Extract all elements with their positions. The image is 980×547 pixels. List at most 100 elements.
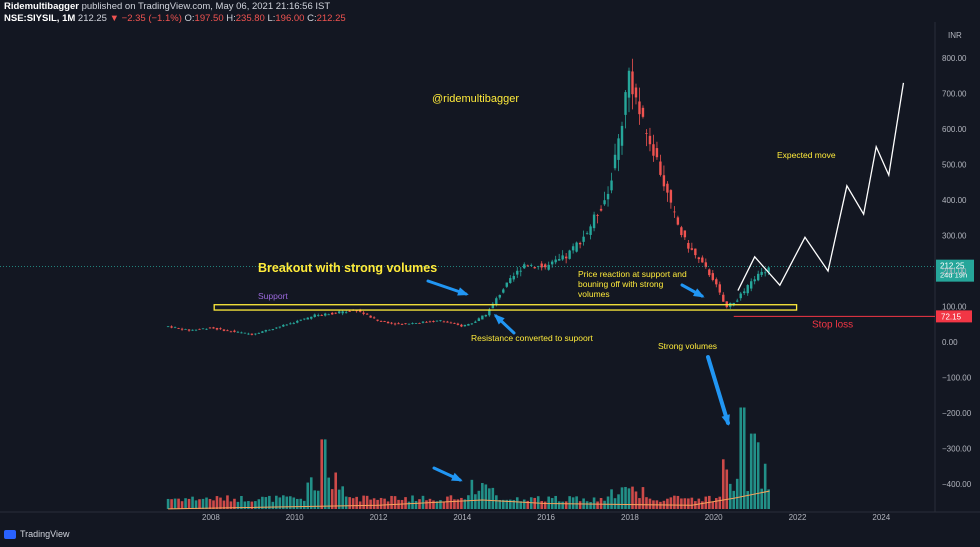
- candle-body: [624, 92, 627, 115]
- candle-body: [617, 138, 620, 160]
- volume-bar: [732, 490, 736, 509]
- volume-bar: [728, 483, 732, 509]
- candle-body: [233, 330, 236, 332]
- volume-bar: [711, 501, 715, 509]
- volume-bar: [683, 498, 687, 509]
- volume-bar: [721, 459, 725, 509]
- volume-bar: [610, 489, 613, 509]
- candle-body: [348, 310, 351, 312]
- candle-body: [194, 329, 198, 331]
- ohlc-line: NSE:SIYSIL, 1M 212.25 ▼ −2.35 (−1.1%) O:…: [4, 13, 704, 25]
- candle-body: [418, 323, 421, 324]
- volume-bar: [749, 433, 753, 509]
- symbol-label[interactable]: NSE:SIYSIL, 1M: [4, 13, 76, 24]
- candle-body: [512, 276, 515, 280]
- x-tick-label: 2008: [202, 513, 220, 522]
- volume-bar: [714, 498, 718, 509]
- currency-label: INR: [948, 31, 962, 40]
- candle-body: [484, 314, 488, 317]
- volume-bar: [641, 487, 645, 509]
- volume-bar: [753, 433, 756, 509]
- arrowhead-icon: [693, 288, 705, 298]
- y-tick-label: −200.00: [942, 409, 972, 418]
- volume-bar: [547, 496, 550, 509]
- volume-bar: [425, 500, 428, 509]
- volume-bar: [205, 497, 208, 509]
- candle-body: [222, 329, 226, 331]
- volume-bar: [254, 501, 257, 509]
- volume-bar: [540, 501, 544, 509]
- candle-body: [198, 328, 201, 330]
- publish-line: Ridemultibagger published on TradingView…: [4, 1, 704, 13]
- volume-bar: [557, 501, 561, 509]
- volume-bar: [585, 501, 589, 509]
- volume-bar: [334, 472, 337, 509]
- low-label: L:: [267, 13, 276, 24]
- volume-bar: [383, 498, 386, 509]
- volume-bar: [355, 496, 358, 509]
- candle-body: [369, 315, 372, 318]
- volume-bar: [488, 488, 491, 509]
- volume-bar: [229, 501, 233, 509]
- volume-bars: [166, 407, 770, 510]
- author-name[interactable]: Ridemultibagger: [4, 1, 79, 12]
- volume-bar: [376, 499, 379, 509]
- candle-body: [337, 311, 341, 314]
- candle-body: [550, 261, 554, 265]
- volume-bar: [369, 499, 372, 509]
- candle-body: [365, 313, 369, 315]
- volume-bar: [701, 501, 704, 509]
- candle-body: [718, 284, 721, 293]
- volume-bar: [763, 463, 767, 509]
- candle-body: [421, 321, 425, 323]
- volume-bar: [215, 496, 219, 509]
- volume-bar: [250, 501, 254, 509]
- candle-body: [477, 318, 481, 322]
- candle-body: [652, 144, 655, 156]
- volume-bar: [467, 495, 470, 509]
- high-label: H:: [226, 13, 236, 24]
- candle-body: [289, 323, 292, 325]
- volume-bar: [275, 495, 278, 509]
- volume-bar: [330, 489, 334, 509]
- candle-body: [610, 180, 613, 191]
- volume-bar: [742, 407, 746, 509]
- close-label: C:: [307, 13, 317, 24]
- candle-body: [564, 256, 568, 259]
- candle-body: [736, 300, 739, 302]
- arrowhead-icon: [493, 313, 505, 325]
- volume-bar: [474, 494, 477, 509]
- axes: INR 800.00 700.00 600.00 500.00 400.00 300.00 2…: [202, 31, 972, 522]
- candle-body: [327, 314, 330, 316]
- volume-bar: [268, 495, 271, 509]
- candle-body: [463, 324, 467, 327]
- y-tick-label: 200.00: [942, 267, 967, 276]
- candle-body: [446, 321, 449, 323]
- arrowhead-icon: [457, 287, 469, 296]
- candle-body: [275, 327, 278, 329]
- candle-body: [530, 265, 533, 266]
- volume-bar: [184, 498, 187, 509]
- volume-bar: [372, 498, 376, 509]
- high-value: 235.80: [235, 13, 265, 24]
- candle-body: [592, 214, 596, 229]
- candle-body: [575, 242, 578, 252]
- volume-bar: [212, 500, 215, 509]
- volume-bar: [495, 495, 498, 509]
- volume-bar: [247, 501, 250, 509]
- candle-body: [683, 230, 687, 238]
- footer-brand[interactable]: TradingView: [20, 529, 70, 539]
- resistance-annotation: Resistance converted to supoort: [471, 333, 594, 343]
- candle-body: [292, 323, 295, 324]
- candle-body: [191, 329, 194, 331]
- volume-bar: [680, 498, 683, 509]
- candle-body: [589, 226, 592, 235]
- volume-bar: [673, 495, 676, 509]
- volume-bar: [578, 501, 582, 509]
- candle-body: [690, 248, 694, 250]
- candle-body: [585, 233, 589, 235]
- candle-body: [313, 314, 316, 317]
- candle-body: [362, 312, 365, 314]
- candle-body: [428, 321, 432, 323]
